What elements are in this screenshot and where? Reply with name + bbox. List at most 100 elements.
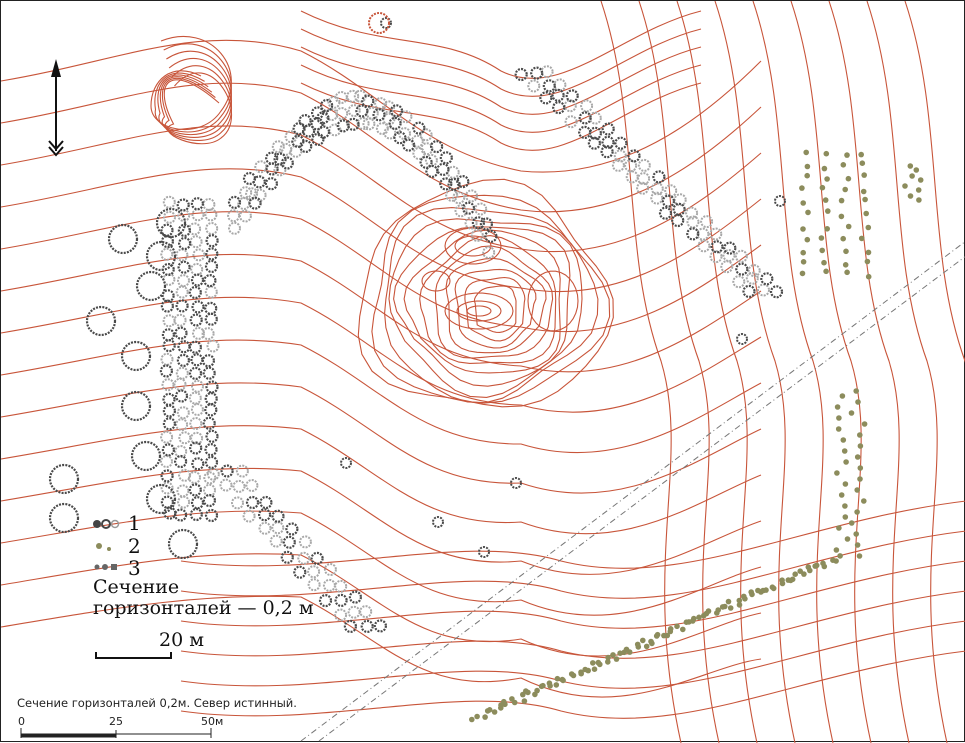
olive-dot [915, 187, 922, 193]
small-kurgan-ring-dark [310, 551, 324, 566]
small-kurgan-ring-dark [191, 300, 205, 314]
summit-contour [527, 270, 579, 332]
olive-dot [511, 699, 518, 706]
large-kurgan-ring [167, 528, 199, 560]
olive-dot [861, 421, 868, 427]
olive-dot [800, 226, 806, 232]
olive-dot [823, 150, 830, 157]
olive-dot [837, 553, 843, 559]
footer-tick-50: 50м [201, 715, 224, 728]
small-kurgan-ring-light [374, 97, 388, 111]
small-kurgan-ring-light [161, 378, 175, 392]
olive-dot [748, 589, 754, 595]
legend-3-symbol-c [111, 564, 117, 570]
small-kurgan-ring-light [359, 605, 373, 619]
small-kurgan-ring-dark [578, 111, 592, 125]
small-kurgan-ring-dark [686, 227, 700, 241]
sweep-contour [1, 553, 762, 657]
small-kurgan-ring-dark [204, 301, 218, 315]
olive-dot [674, 623, 680, 630]
small-kurgan-ring-light [204, 208, 218, 222]
scale-bar-20m [95, 652, 172, 659]
small-kurgan-ring-light [160, 352, 174, 366]
small-kurgan-ring-dark [672, 202, 686, 216]
small-kurgan-ring-light [334, 91, 348, 104]
olive-dot [858, 235, 865, 242]
olive-dot [857, 476, 863, 482]
small-kurgan-ring-light [685, 206, 699, 220]
small-kurgan-ring-light [419, 128, 433, 142]
small-kurgan-ring-dark [551, 88, 565, 102]
small-kurgan-ring-dark [160, 223, 174, 237]
small-kurgan-ring-light [175, 285, 189, 299]
olive-dot [686, 619, 692, 625]
olive-dot [853, 388, 859, 394]
small-kurgan-ring-dark [204, 443, 218, 457]
small-kurgan-ring-light [307, 578, 321, 592]
small-kurgan-ring-dark [204, 392, 218, 406]
small-kurgan-ring-light [254, 160, 268, 174]
legend-1-symbol-a [93, 520, 101, 528]
olive-dot [742, 596, 748, 602]
small-kurgan-ring-dark [614, 136, 628, 150]
small-kurgan-ring-dark [204, 508, 219, 523]
large-kurgan-ring [135, 270, 167, 302]
small-kurgan-ring-light [474, 202, 488, 216]
small-kurgan-ring-light [175, 418, 189, 432]
small-kurgan-ring-dark [419, 155, 433, 169]
olive-dot [854, 454, 861, 460]
small-kurgan-ring-dark [245, 495, 260, 510]
olive-dot [758, 589, 764, 595]
small-kurgan-ring-light [203, 471, 217, 485]
olive-dot [854, 509, 860, 515]
small-kurgan-ring-light [322, 578, 336, 592]
small-kurgan-ring-light [191, 379, 204, 393]
small-kurgan-ring-light [173, 313, 187, 327]
legend-symbols [93, 519, 120, 570]
olive-dot [498, 705, 504, 711]
small-kurgan-ring-dark [484, 229, 498, 243]
small-kurgan-ring-light [279, 142, 293, 156]
small-kurgan-ring-dark [259, 495, 273, 510]
isolated-kurgan-ring [510, 477, 522, 489]
olive-dot [840, 235, 846, 242]
legend-label-1: 1 [128, 511, 141, 535]
olive-dot [859, 160, 866, 166]
olive-dot [844, 269, 850, 276]
olive-dot [823, 268, 829, 275]
small-kurgan-ring-dark [336, 119, 350, 133]
small-kurgan-ring-light [624, 159, 638, 173]
small-kurgan-ring-light [452, 191, 466, 205]
small-kurgan-ring-light [189, 235, 203, 249]
small-kurgan-ring-light [464, 216, 478, 230]
small-kurgan-ring-dark [652, 170, 666, 184]
small-kurgan-ring-dark [430, 140, 444, 154]
large-kurgan-ring [120, 390, 152, 422]
olive-dot [804, 163, 811, 170]
olive-dot [824, 226, 830, 232]
scale-bar-label: 20 м [159, 629, 204, 651]
light-circles-layer [160, 65, 770, 622]
small-kurgan-ring-dark [436, 162, 450, 176]
olive-dot [863, 210, 869, 217]
olive-dot [613, 656, 620, 662]
small-kurgan-ring-dark [280, 550, 294, 564]
olive-dot [501, 698, 507, 705]
small-kurgan-ring-dark [163, 506, 177, 520]
small-kurgan-ring-light [178, 431, 192, 445]
olive-dot [722, 603, 728, 610]
small-kurgan-ring-light [334, 579, 348, 593]
olive-dot [792, 571, 798, 577]
sweep-contour [1, 595, 762, 698]
small-kurgan-ring-dark [627, 149, 641, 163]
olive-dot [844, 536, 851, 542]
olive-dot [820, 560, 826, 567]
olive-dot [621, 649, 627, 656]
south-contour [180, 650, 965, 719]
small-kurgan-ring-light [307, 565, 321, 579]
small-kurgan-ring-light [625, 170, 639, 184]
olive-dot [842, 514, 849, 520]
small-kurgan-ring-dark [188, 285, 202, 300]
olive-dot [540, 682, 546, 689]
north-arrow-icon [48, 59, 64, 157]
